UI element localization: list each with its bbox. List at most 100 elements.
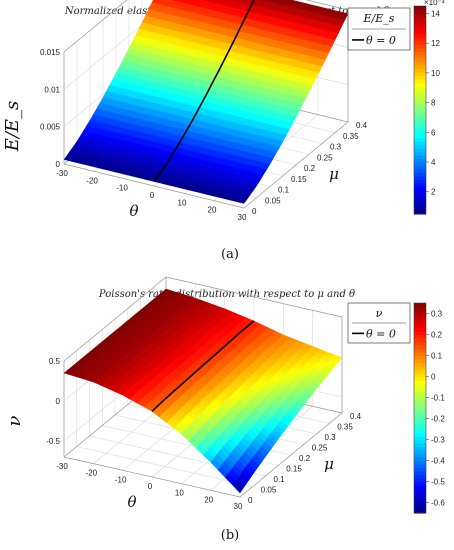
colorbar-segment bbox=[414, 96, 426, 101]
colorbar-segment bbox=[414, 317, 426, 322]
panel-caption: (a) bbox=[221, 247, 239, 262]
colorbar-segment bbox=[414, 457, 426, 462]
colorbar-segment bbox=[414, 429, 426, 434]
colorbar-segment bbox=[414, 189, 426, 194]
colorbar-exponent: ×10⁻³ bbox=[424, 0, 445, 7]
colorbar-segment bbox=[414, 432, 426, 437]
colorbar-segment bbox=[414, 33, 426, 38]
colorbar-segment bbox=[414, 51, 426, 56]
colorbar-segment bbox=[414, 443, 426, 448]
colorbar-segment bbox=[414, 165, 426, 170]
colorbar-segment bbox=[414, 439, 426, 444]
axis-edge bbox=[63, 0, 128, 53]
colorbar-segment bbox=[414, 334, 426, 339]
colorbar-segment bbox=[414, 387, 426, 392]
z-tick-label: 0 bbox=[56, 160, 61, 169]
colorbar-segment bbox=[414, 450, 426, 455]
colorbar-segment bbox=[414, 492, 426, 497]
colorbar-segment bbox=[414, 16, 426, 21]
colorbar-segment bbox=[414, 478, 426, 483]
y-tick-label: 0.25 bbox=[317, 153, 333, 162]
x-tick-label: -20 bbox=[86, 469, 98, 478]
colorbar-segment bbox=[414, 352, 426, 357]
x-tick-label: -30 bbox=[56, 462, 68, 471]
y-axis-label: μ bbox=[324, 455, 334, 473]
legend-colorbar-label: ν bbox=[376, 307, 383, 320]
colorbar-segment bbox=[414, 380, 426, 385]
colorbar-segment bbox=[414, 148, 426, 153]
colorbar-segment bbox=[414, 203, 426, 208]
colorbar-segment bbox=[414, 19, 426, 24]
colorbar-segment bbox=[414, 26, 426, 31]
colorbar-tick-label: -0.2 bbox=[431, 415, 445, 424]
colorbar-segment bbox=[414, 123, 426, 128]
y-tick-label: 0.4 bbox=[350, 412, 362, 421]
colorbar-segment bbox=[414, 75, 426, 80]
colorbar-tick-label: 0.1 bbox=[431, 352, 443, 361]
colorbar-segment bbox=[414, 200, 426, 205]
colorbar-segment bbox=[414, 210, 426, 215]
colorbar-segment bbox=[414, 151, 426, 156]
colorbar-segment bbox=[414, 30, 426, 35]
panel-caption: (b) bbox=[221, 528, 239, 543]
colorbar-segment bbox=[414, 303, 426, 308]
colorbar-segment bbox=[414, 144, 426, 149]
colorbar-segment bbox=[414, 348, 426, 353]
panel-b: Poisson's ratio distribution with respec… bbox=[0, 275, 454, 550]
colorbar-segment bbox=[414, 355, 426, 360]
z-axis-label: ν bbox=[4, 415, 25, 426]
z-tick-label: 0.005 bbox=[40, 123, 61, 132]
y-tick-label: 0.35 bbox=[337, 423, 353, 432]
y-tick-label: 0.3 bbox=[330, 143, 342, 152]
legend-entry: θ = 0 bbox=[366, 34, 396, 47]
colorbar-tick-label: 0.2 bbox=[431, 331, 443, 340]
colorbar-tick-label: -0.6 bbox=[431, 499, 445, 508]
colorbar-segment bbox=[414, 320, 426, 325]
colorbar-segment bbox=[414, 207, 426, 212]
colorbar-segment bbox=[414, 85, 426, 90]
z-tick-label: -0.5 bbox=[46, 437, 60, 446]
y-tick-label: 0.25 bbox=[312, 444, 328, 453]
surface-patch bbox=[232, 480, 244, 494]
y-tick-label: 0.4 bbox=[356, 121, 368, 130]
colorbar-segment bbox=[414, 471, 426, 476]
colorbar-tick-label: 0 bbox=[431, 373, 436, 382]
colorbar-segment bbox=[414, 40, 426, 45]
colorbar: 0.3 0.2 0.1 0 -0.1 -0.2 -0.3 -0.4 -0.5 -0.6 bbox=[413, 302, 445, 514]
colorbar-segment bbox=[414, 502, 426, 507]
colorbar-segment bbox=[414, 82, 426, 87]
y-tick-label: 0.05 bbox=[265, 196, 281, 205]
colorbar-segment bbox=[414, 506, 426, 511]
colorbar-segment bbox=[414, 182, 426, 187]
colorbar-segment bbox=[414, 481, 426, 486]
colorbar-segment bbox=[414, 359, 426, 364]
colorbar-segment bbox=[414, 313, 426, 318]
colorbar-segment bbox=[414, 460, 426, 465]
surface bbox=[63, 0, 349, 204]
colorbar-segment bbox=[414, 418, 426, 423]
colorbar-segment bbox=[414, 436, 426, 441]
colorbar-tick-label: 12 bbox=[431, 39, 440, 48]
legend-entry: θ = 0 bbox=[366, 327, 396, 340]
x-tick-label: 0 bbox=[150, 191, 155, 200]
colorbar-segment bbox=[414, 193, 426, 198]
colorbar-tick-label: 8 bbox=[431, 99, 436, 108]
colorbar-segment bbox=[414, 394, 426, 399]
colorbar-segment bbox=[414, 168, 426, 173]
colorbar-segment bbox=[414, 408, 426, 413]
colorbar-segment bbox=[414, 158, 426, 163]
z-tick-label: 0.5 bbox=[49, 357, 61, 366]
colorbar-segment bbox=[414, 120, 426, 125]
colorbar-segment bbox=[414, 89, 426, 94]
legend: ν θ = 0 bbox=[347, 302, 411, 344]
colorbar-segment bbox=[414, 196, 426, 201]
colorbar-segment bbox=[414, 331, 426, 336]
colorbar-segment bbox=[414, 64, 426, 69]
colorbar-segment bbox=[414, 186, 426, 191]
colorbar-segment bbox=[414, 467, 426, 472]
colorbar-segment bbox=[414, 415, 426, 420]
colorbar: 14 12 10 8 6 4 2 ×10⁻³ bbox=[413, 0, 445, 215]
colorbar-tick-label: -0.1 bbox=[431, 394, 445, 403]
colorbar-segment bbox=[414, 162, 426, 167]
x-tick-label: 30 bbox=[238, 213, 247, 222]
